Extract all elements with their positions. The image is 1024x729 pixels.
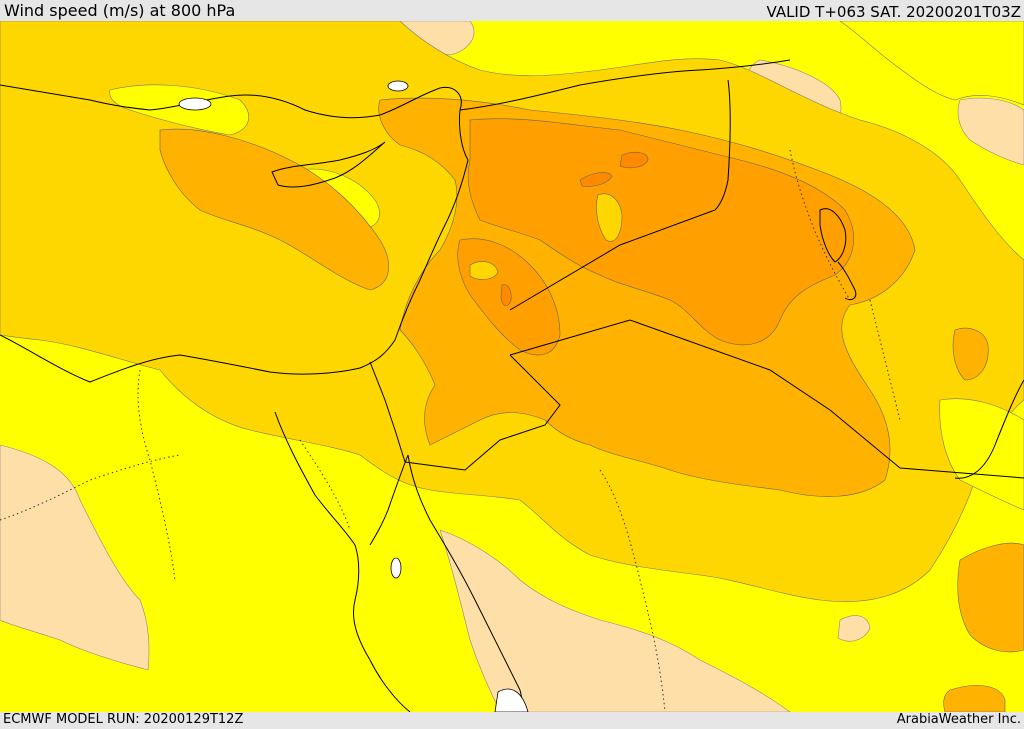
header-bar: Wind speed (m/s) at 800 hPa VALID T+063 …: [0, 0, 1024, 21]
lake-4: [494, 688, 529, 712]
wind-zone-strongest-3: [500, 284, 512, 307]
wind-zone-calm-northeast: [957, 97, 1024, 166]
wind-zone-low-mid-1: [109, 84, 249, 136]
coastline-red-sea-west: [352, 599, 411, 712]
border-turkey-syria: [459, 59, 791, 111]
border-syria-iraq: [714, 79, 731, 211]
model-run-label: ECMWF MODEL RUN: 20200129T12Z: [3, 712, 244, 727]
lake-2: [387, 80, 409, 92]
wind-zone-calm-southeast: [837, 615, 871, 642]
border-jordan-iraq-diag: [509, 209, 716, 311]
wind-zone-strong-south-patch: [943, 685, 1006, 712]
internal-boundaries: [0, 149, 901, 712]
lakes: [178, 80, 529, 712]
coastline-caspian-area: [819, 208, 847, 263]
coastline-red-sea-east: [407, 454, 526, 712]
coastline-gulf-aqaba: [369, 454, 409, 546]
borders: [369, 59, 1024, 479]
border-egypt-israel: [369, 361, 406, 463]
wind-zone-strong-patch: [952, 327, 989, 381]
internal-boundary-5: [869, 299, 901, 421]
wind-speed-map: [0, 21, 1024, 712]
wind-zone-inner-moderate-2: [469, 261, 499, 280]
credit-label: ArabiaWeather Inc.: [896, 712, 1021, 727]
footer-bar: ECMWF MODEL RUN: 20200129T12Z ArabiaWeat…: [0, 712, 1024, 729]
wind-zone-low-northeast: [839, 21, 1024, 106]
wind-zone-strongest-2: [579, 172, 613, 187]
wind-zone-strong-levant: [159, 128, 389, 291]
coastline-cyprus: [271, 141, 386, 188]
wind-zone-stronger-core: [467, 118, 854, 346]
border-saudi-north: [404, 354, 561, 471]
wind-zone-inner-moderate-1: [596, 193, 623, 242]
coastlines: [0, 84, 1024, 712]
lake-3: [390, 557, 402, 579]
internal-boundary-3: [599, 469, 666, 712]
wind-zone-strongest-1: [619, 151, 649, 169]
wind-zone-strong-southeast: [957, 542, 1024, 653]
coastline-east-coast: [954, 379, 1024, 479]
coastline-sinai-gulf-suez: [274, 411, 360, 601]
coastline-gulf-head: [837, 261, 857, 301]
coastline-levant: [0, 159, 469, 383]
wind-zone-calm-arabia: [439, 529, 791, 712]
wind-zone-calm-west: [0, 444, 150, 671]
border-jordan-saudi: [509, 319, 1024, 479]
lake-1: [178, 97, 212, 111]
internal-boundary-2: [137, 369, 176, 581]
map-title: Wind speed (m/s) at 800 hPa: [4, 1, 236, 20]
map-canvas: [0, 21, 1024, 712]
valid-time-label: VALID T+063 SAT. 20200201T03Z: [766, 3, 1021, 21]
coastline-turkey-south: [0, 84, 469, 161]
